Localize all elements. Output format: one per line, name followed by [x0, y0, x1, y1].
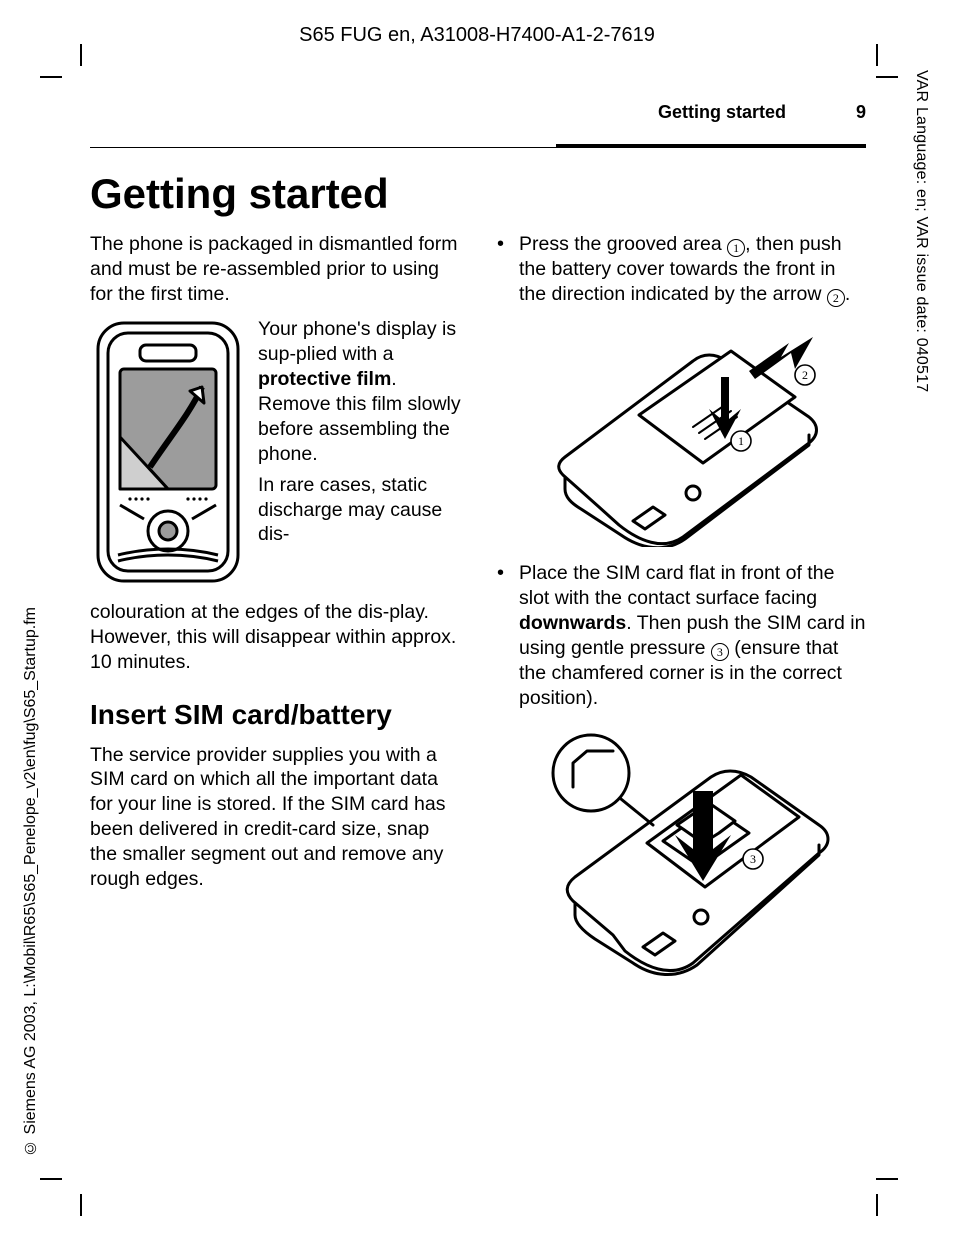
step-press-cover: Press the grooved area 1, then push the …	[495, 232, 866, 547]
page-title: Getting started	[90, 170, 866, 218]
figure-sim-insert: 3	[519, 721, 866, 981]
intro-paragraph: The phone is packaged in dismantled form…	[90, 232, 461, 307]
callout-2-inline: 2	[827, 289, 845, 307]
s2a: Place the SIM card flat in front of the …	[519, 562, 834, 609]
header-rule	[90, 143, 866, 148]
film-text-a: Your phone's display is sup-plied with a	[258, 318, 456, 365]
s1a: Press the grooved area	[519, 233, 727, 255]
film-text-bold: protective film	[258, 368, 391, 390]
svg-text:3: 3	[750, 852, 756, 866]
svg-text:1: 1	[738, 434, 744, 448]
section-insert-sim: Insert SIM card/battery	[90, 697, 461, 733]
running-header: Getting started 9	[90, 102, 866, 127]
static-text-bottom: colouration at the edges of the dis-play…	[90, 600, 461, 675]
right-column: Press the grooved area 1, then push the …	[495, 232, 866, 995]
s2-down: downwards	[519, 612, 626, 634]
s1c: .	[845, 283, 850, 305]
left-column: The phone is packaged in dismantled form…	[90, 232, 461, 995]
sim-paragraph: The service provider supplies you with a…	[90, 743, 461, 893]
page-number: 9	[856, 102, 866, 123]
figure-cover-push: 1 2	[519, 317, 866, 547]
callout-3-inline: 3	[711, 643, 729, 661]
side-text-copyright: © Siemens AG 2003, L:\Mobil\R65\S65_Pene…	[22, 607, 40, 1156]
running-header-title: Getting started	[658, 102, 786, 123]
doc-header: S65 FUG en, A31008-H7400-A1-2-7619	[0, 24, 954, 47]
step-insert-sim: Place the SIM card flat in front of the …	[495, 561, 866, 981]
callout-1-inline: 1	[727, 239, 745, 257]
svg-text:2: 2	[802, 368, 808, 382]
side-text-var: VAR Language: en; VAR issue date: 040517	[912, 70, 930, 392]
figure-phone-film	[90, 317, 246, 592]
